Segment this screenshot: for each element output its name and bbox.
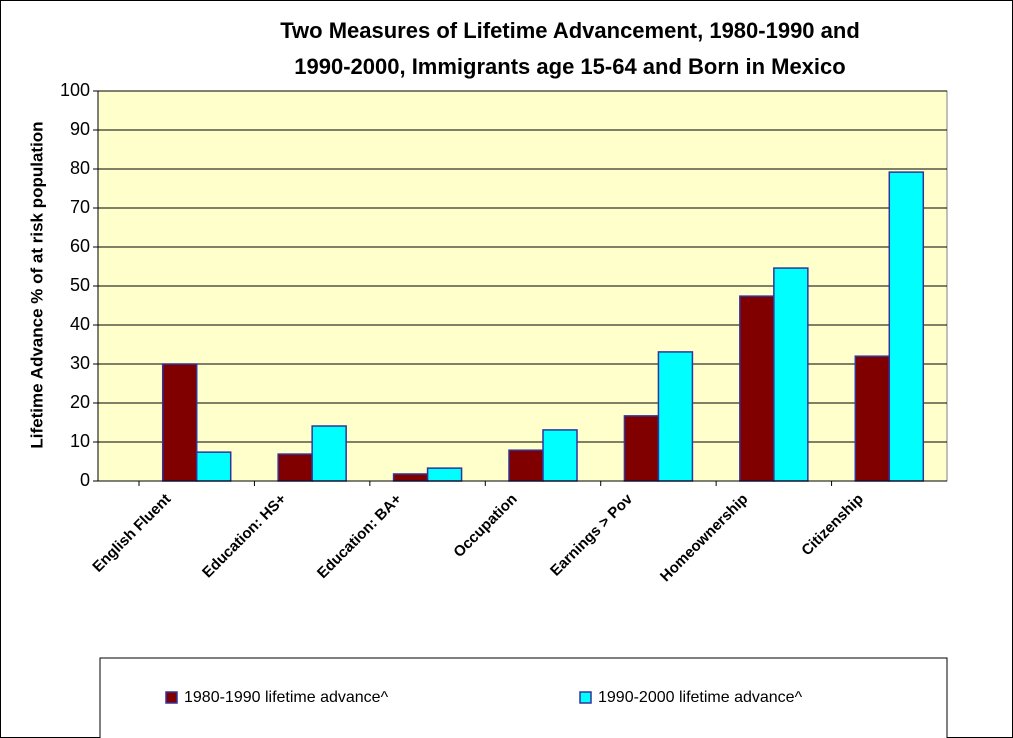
bar: [508, 449, 544, 482]
y-tick-label: 40: [70, 314, 90, 334]
chart-title: 1990-2000, Immigrants age 15-64 and Born…: [294, 54, 845, 79]
bar: [657, 351, 694, 482]
bar: [392, 473, 429, 482]
bar: [773, 267, 809, 482]
bar: [623, 415, 660, 482]
legend-label: 1980-1990 lifetime advance^: [184, 689, 389, 706]
bar: [161, 363, 198, 482]
y-tick-label: 60: [70, 236, 90, 256]
bar: [426, 467, 463, 482]
legend-label: 1990-2000 lifetime advance^: [598, 689, 803, 706]
y-tick-label: 0: [80, 470, 90, 490]
y-tick-label: 20: [70, 392, 90, 412]
bar: [739, 295, 775, 482]
legend-box: [99, 657, 948, 738]
bar: [854, 355, 891, 482]
y-tick-label: 90: [70, 119, 90, 139]
y-tick-label: 100: [60, 80, 90, 100]
y-tick-label: 30: [70, 353, 90, 373]
legend-swatch: [165, 691, 178, 704]
legend-swatch: [579, 691, 592, 704]
bar: [311, 425, 347, 482]
y-tick-label: 50: [70, 275, 90, 295]
y-tick-label: 80: [70, 158, 90, 178]
y-tick-label: 10: [70, 431, 90, 451]
bar: [888, 171, 925, 482]
chart-title: Two Measures of Lifetime Advancement, 19…: [280, 18, 860, 43]
bar: [542, 429, 578, 482]
y-axis-label: Lifetime Advance % of at risk population: [27, 121, 46, 448]
y-tick-label: 70: [70, 197, 90, 217]
bar: [277, 453, 313, 482]
bar: [195, 451, 232, 482]
